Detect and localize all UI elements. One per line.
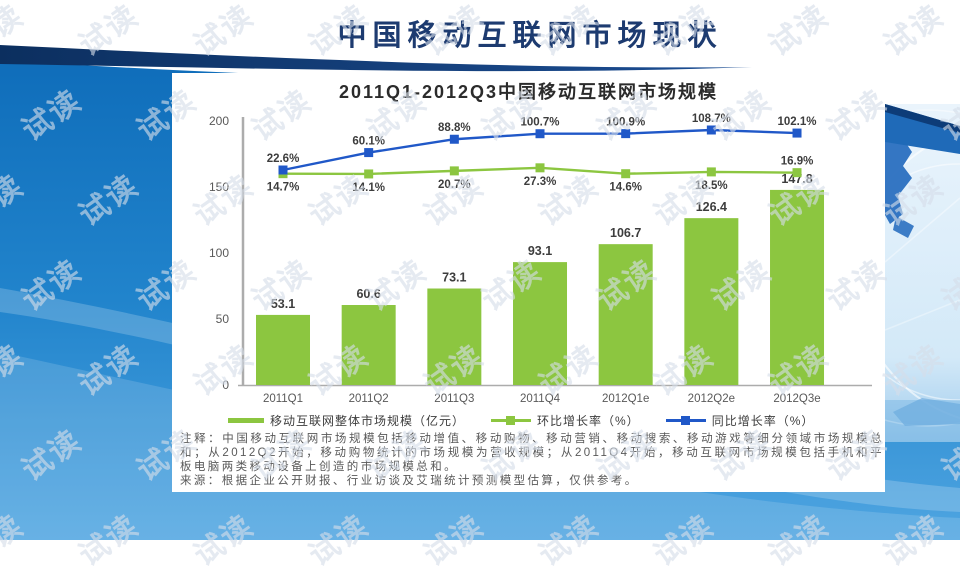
qoq-value-label: 14.1% (352, 182, 385, 194)
bar (341, 305, 396, 385)
legend-label: 环比增长率（%） (537, 414, 640, 428)
page-title: 中国移动互联网市场现状 (337, 20, 723, 52)
yoy-marker (449, 134, 459, 144)
x-category-label: 2011Q3 (434, 393, 474, 405)
yoy-marker (792, 128, 802, 138)
yoy-marker (621, 129, 631, 139)
legend-label: 同比增长率（%） (711, 414, 815, 428)
qoq-value-label: 27.3% (524, 176, 557, 188)
qoq-marker (364, 169, 374, 179)
globe-graphic (885, 104, 960, 442)
bar-value-label: 147.8 (781, 172, 812, 186)
legend-bar-swatch (228, 418, 264, 423)
y-tick-label: 50 (216, 312, 230, 326)
bar (684, 218, 739, 385)
qoq-marker (706, 167, 716, 177)
y-tick-label: 0 (222, 378, 229, 392)
qoq-value-label: 16.9% (781, 156, 814, 168)
x-category-label: 2012Q2e (688, 393, 735, 405)
x-category-label: 2012Q1e (602, 393, 649, 405)
bar-value-label: 53.1 (271, 297, 295, 311)
qoq-value-label: 20.7% (438, 179, 471, 191)
qoq-value-label: 14.7% (267, 182, 300, 194)
legend-label: 移动互联网整体市场规模（亿元） (270, 414, 466, 428)
yoy-value-label: 60.1% (352, 136, 385, 148)
bar (256, 314, 310, 385)
y-tick-label: 200 (209, 114, 229, 128)
globe-landmass (885, 128, 912, 224)
legend-qoq-line-swatch (491, 414, 532, 427)
yoy-value-label: 102.1% (778, 116, 817, 128)
bar-value-label: 73.1 (442, 271, 466, 285)
legend-item-yoy-growth: 同比增长率（%） (665, 412, 815, 429)
bar (427, 288, 482, 385)
bar-value-label: 60.6 (356, 287, 380, 301)
chart-footnotes: 注释：中国移动互联网市场规模包括移动增值、移动购物、移动营销、移动搜索、移动游戏… (180, 432, 884, 488)
qoq-marker (449, 166, 459, 176)
yoy-marker (278, 165, 288, 175)
qoq-marker (535, 163, 545, 173)
x-category-label: 2011Q4 (520, 393, 561, 405)
chart-legend: 移动互联网整体市场规模（亿元） 环比增长率（%） 同比增长率（%） (228, 412, 814, 429)
bar (770, 189, 825, 385)
yoy-marker (364, 148, 374, 158)
chart-panel: 2011Q1-2012Q3中国移动互联网市场规模 0 50 100 150 200 53.… (172, 73, 885, 492)
bar-value-label: 93.1 (528, 244, 552, 258)
qoq-value-label: 18.5% (695, 180, 728, 192)
market-chart: 0 50 100 150 200 53.1 60.6 73.1 93.1 106.7 126.4 14… (209, 113, 872, 405)
swoosh-band-lower (0, 352, 960, 540)
yoy-value-label: 100.7% (521, 117, 560, 129)
y-tick-label: 150 (209, 180, 229, 194)
footnote-source: 来源：根据企业公开财报、行业访谈及艾瑞统计预测模型估算，仅供参考。 (180, 475, 639, 487)
yoy-marker (535, 129, 545, 139)
qoq-marker (621, 169, 631, 179)
legend-item-market-size: 移动互联网整体市场规模（亿元） (228, 412, 465, 429)
footnote-note: 注释：中国移动互联网市场规模包括移动增值、移动购物、移动营销、移动搜索、移动游戏… (180, 433, 884, 473)
bar-value-label: 106.7 (610, 226, 641, 240)
y-tick-label: 100 (209, 246, 229, 260)
navy-swoosh-band (0, 45, 752, 72)
yoy-value-label: 108.7% (692, 113, 731, 125)
legend-yoy-line-swatch (665, 414, 706, 427)
qoq-marker (792, 168, 802, 178)
x-category-label: 2012Q3e (773, 393, 820, 405)
x-category-label: 2011Q2 (349, 393, 389, 405)
chart-title: 2011Q1-2012Q3中国移动互联网市场规模 (338, 82, 719, 102)
yoy-value-label: 22.6% (267, 153, 300, 165)
bar (598, 244, 653, 385)
legend-item-qoq-growth: 环比增长率（%） (491, 412, 640, 429)
qoq-value-label: 14.6% (609, 182, 642, 194)
yoy-value-label: 100.9% (606, 117, 645, 129)
bar (513, 262, 568, 385)
yoy-value-label: 88.8% (438, 122, 471, 134)
globe-bottom-shape (893, 398, 960, 426)
x-category-label: 2011Q1 (263, 393, 303, 405)
bar-value-label: 126.4 (696, 200, 727, 214)
yoy-marker (706, 125, 716, 135)
